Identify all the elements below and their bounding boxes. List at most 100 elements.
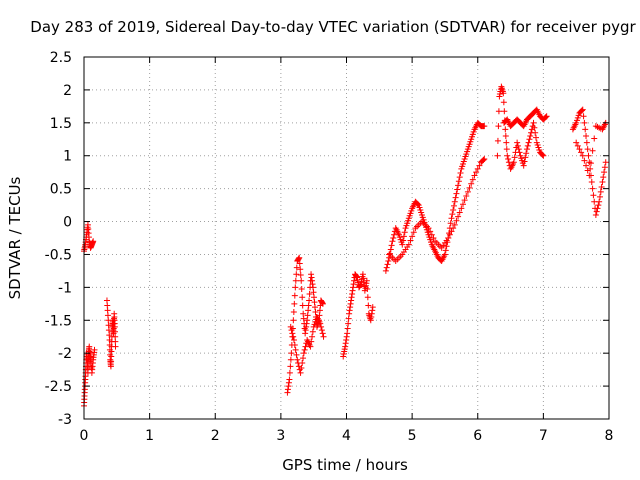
x-tick-label: 7 xyxy=(539,428,548,444)
data-segment xyxy=(501,106,550,130)
data-point xyxy=(592,211,599,218)
data-point xyxy=(430,235,437,241)
data-point xyxy=(405,241,412,248)
data-point xyxy=(526,136,533,143)
data-point xyxy=(425,225,432,232)
data-point xyxy=(427,228,434,235)
data-point xyxy=(466,184,473,191)
data-point xyxy=(320,333,327,340)
data-point xyxy=(532,129,539,136)
data-point xyxy=(495,123,502,130)
y-tick-label: 2 xyxy=(63,83,72,99)
data-point xyxy=(574,142,581,149)
data-point xyxy=(287,363,294,370)
data-point xyxy=(454,186,461,193)
data-point xyxy=(503,139,510,146)
data-point xyxy=(388,242,395,249)
data-point xyxy=(581,119,588,126)
data-segment xyxy=(573,119,609,179)
data-point xyxy=(306,297,313,304)
data-point xyxy=(601,164,608,171)
y-tick-label: -0.5 xyxy=(45,247,72,263)
data-point xyxy=(502,126,509,133)
x-tick-label: 0 xyxy=(80,428,89,444)
data-point xyxy=(531,124,538,131)
data-point xyxy=(297,369,304,376)
data-point xyxy=(464,188,471,195)
data-point xyxy=(501,108,508,115)
data-point xyxy=(301,346,308,353)
data-point xyxy=(527,132,534,139)
data-point xyxy=(469,176,476,183)
data-point xyxy=(589,147,596,154)
data-point xyxy=(292,346,299,353)
data-point xyxy=(364,286,371,293)
data-point xyxy=(318,327,325,334)
data-point xyxy=(298,364,305,371)
data-point xyxy=(448,215,455,222)
axis-ticks: 0 1 2 3 4 5 6 7 8 -3 -2.5 -2 -1.5 -1 -0.5 0 0.5 1 1.5 2 2.5 xyxy=(45,50,614,444)
data-point xyxy=(591,135,598,142)
data-point xyxy=(414,201,421,208)
data-point xyxy=(584,167,591,174)
data-point xyxy=(458,205,465,212)
data-point xyxy=(581,157,588,164)
data-point xyxy=(474,165,481,172)
data-point xyxy=(456,209,463,216)
data-point xyxy=(500,99,507,106)
y-tick-label: 0.5 xyxy=(50,182,72,198)
data-point xyxy=(540,152,547,159)
data-point xyxy=(450,225,457,232)
data-point xyxy=(297,266,304,273)
data-point xyxy=(446,231,453,238)
data-point xyxy=(463,193,470,200)
data-point xyxy=(525,139,532,146)
data-point xyxy=(589,185,596,192)
data-point xyxy=(287,323,294,330)
data-point xyxy=(299,360,306,367)
data-point xyxy=(494,152,501,159)
data-segment xyxy=(494,83,547,172)
data-point xyxy=(383,264,390,271)
data-point xyxy=(505,156,512,163)
data-point xyxy=(521,158,528,165)
data-point xyxy=(451,198,458,205)
data-point xyxy=(294,356,301,363)
y-tick-label: 1 xyxy=(63,149,72,165)
data-point xyxy=(596,198,603,205)
data-point xyxy=(523,146,530,153)
data-point xyxy=(290,333,297,340)
data-point xyxy=(292,277,299,284)
data-point xyxy=(290,309,297,316)
data-point xyxy=(599,179,606,186)
data-point xyxy=(579,152,586,159)
data-point xyxy=(309,333,316,340)
data-point xyxy=(443,243,450,250)
data-point xyxy=(318,323,325,330)
grid xyxy=(84,57,609,419)
data-point xyxy=(452,194,459,201)
data-segment xyxy=(287,313,327,376)
data-point xyxy=(573,139,580,146)
data-point xyxy=(90,238,97,245)
data-point xyxy=(288,327,295,334)
data-point xyxy=(455,182,462,189)
y-tick-label: -3 xyxy=(58,412,72,428)
data-point xyxy=(455,213,462,220)
data-point xyxy=(523,150,530,157)
data-point xyxy=(510,159,517,166)
data-segment xyxy=(382,119,488,274)
data-segment xyxy=(386,156,488,265)
data-point xyxy=(307,343,314,350)
data-point xyxy=(471,172,478,179)
data-point xyxy=(450,207,457,214)
data-segment xyxy=(569,106,609,218)
x-tick-label: 6 xyxy=(473,428,482,444)
data-point xyxy=(441,251,448,258)
data-point xyxy=(583,162,590,169)
data-segment xyxy=(103,297,119,370)
data-point xyxy=(400,237,407,244)
data-point xyxy=(580,113,587,120)
data-point xyxy=(291,337,297,344)
